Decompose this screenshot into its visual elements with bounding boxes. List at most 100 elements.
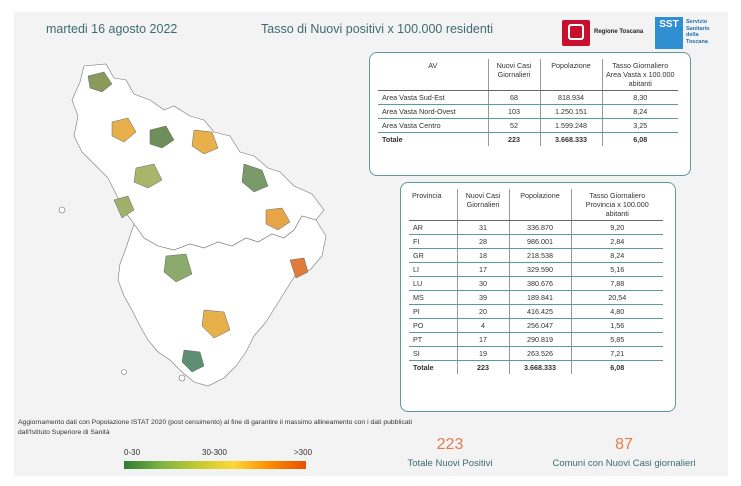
color-legend: 0-30 30-300 >300	[124, 448, 312, 469]
map-cluster-gr1	[163, 253, 193, 283]
cell-casi: 4	[456, 318, 509, 333]
municipalities-stat: 87 Comuni con Nuovi Casi giornalieri	[534, 436, 714, 469]
cell-pop: 189.841	[508, 290, 571, 305]
cell-tasso: 5,85	[570, 332, 663, 347]
table-row: AR 31 336.870 9,20	[409, 220, 663, 235]
cell-provincia: PT	[409, 332, 457, 347]
cell-tasso: 9,20	[570, 220, 663, 235]
cell-tasso: 7,21	[570, 346, 663, 361]
table-row: PT 17 290.819 5,85	[409, 332, 663, 347]
col-header-provincia: Provincia	[409, 189, 457, 221]
col-header-popolazione: Popolazione	[539, 59, 602, 91]
regione-logo-text: Regione Toscana	[594, 29, 644, 35]
cell-tasso: 8,24	[601, 104, 678, 119]
table-row: LU 30 380.676 7,88	[409, 276, 663, 291]
cell-provincia: AR	[409, 220, 457, 235]
table-row: Area Vasta Nord-Ovest 103 1.250.151 8,24	[378, 104, 678, 119]
table-row: PO 4 256.047 1,56	[409, 318, 663, 333]
cell-casi: 39	[456, 290, 509, 305]
map-cluster-fi	[191, 129, 219, 155]
total-positives-value: 223	[436, 436, 464, 453]
cell-pop: 1.599.248	[539, 118, 602, 133]
map-cluster-pi	[133, 163, 163, 189]
cell-total-casi: 223	[456, 360, 509, 374]
cell-provincia: GR	[409, 248, 457, 263]
map-regions	[71, 63, 327, 387]
cell-pop: 290.819	[508, 332, 571, 347]
cell-provincia: PI	[409, 304, 457, 319]
cell-provincia: MS	[409, 290, 457, 305]
total-positives-label: Totale Nuovi Positivi	[407, 458, 493, 469]
total-positives-stat: 223 Totale Nuovi Positivi	[400, 436, 500, 469]
cell-pop: 263.526	[508, 346, 571, 361]
tuscany-map	[58, 63, 327, 387]
cell-total-pop: 3.668.333	[539, 132, 602, 146]
map-islands	[58, 206, 186, 382]
table-header-row: AV Nuovi Casi Giornalieri Popolazione Ta…	[378, 59, 678, 91]
provincia-table: Provincia Nuovi Casi Giornalieri Popolaz…	[409, 189, 663, 374]
legend-labels: 0-30 30-300 >300	[124, 448, 312, 458]
cell-tasso: 4,80	[570, 304, 663, 319]
island-giglio	[178, 374, 186, 382]
cell-pop: 818.934	[539, 90, 602, 105]
cell-total-tasso: 6,08	[570, 360, 663, 374]
cell-provincia: LI	[409, 262, 457, 277]
legend-label-mid: 30-300	[202, 448, 227, 457]
table-total-row: Totale 223 3.668.333 6,08	[378, 132, 678, 146]
map-cluster-coast	[113, 195, 135, 219]
sst-logo: SST Servizio Sanitario della Toscana	[655, 17, 715, 51]
legend-label-high: >300	[294, 448, 313, 457]
report-date: martedi 16 agosto 2022	[46, 22, 178, 36]
table-row: FI 28 986.001 2,84	[409, 234, 663, 249]
map-cluster-east	[289, 257, 309, 279]
cell-provincia: FI	[409, 234, 457, 249]
cell-tasso: 2,84	[570, 234, 663, 249]
cell-casi: 68	[487, 90, 540, 105]
cell-casi: 52	[487, 118, 540, 133]
cell-provincia: LU	[409, 276, 457, 291]
cell-casi: 17	[456, 262, 509, 277]
cell-casi: 103	[487, 104, 540, 119]
cell-tasso: 5,16	[570, 262, 663, 277]
cell-pop: 256.047	[508, 318, 571, 333]
col-header-nuovi-casi: Nuovi Casi Giornalieri	[487, 59, 540, 91]
sst-logo-text: Servizio Sanitario della Toscana	[686, 19, 710, 45]
dashboard-panel: martedi 16 agosto 2022 Tasso di Nuovi po…	[14, 12, 728, 476]
map-cluster-gr2	[201, 309, 231, 339]
table-total-row: Totale 223 3.668.333 6,08	[409, 360, 663, 374]
cell-pop: 416.425	[508, 304, 571, 319]
map-cluster-ms	[87, 71, 113, 93]
cell-tasso: 8,30	[601, 90, 678, 105]
col-header-tasso: Tasso Giornaliero Provincia x 100.000 ab…	[570, 189, 663, 221]
cell-av: Area Vasta Sud-Est	[378, 90, 488, 105]
cell-tasso: 1,56	[570, 318, 663, 333]
cell-tasso: 7,88	[570, 276, 663, 291]
cell-casi: 28	[456, 234, 509, 249]
table-row: LI 17 329.590 5,16	[409, 262, 663, 277]
cell-tasso: 8,24	[570, 248, 663, 263]
table-row: MS 39 189.841 20,54	[409, 290, 663, 305]
legend-label-low: 0-30	[124, 448, 141, 457]
col-header-nuovi-casi: Nuovi Casi Giornalieri	[456, 189, 509, 221]
table-row: SI 19 263.526 7,21	[409, 346, 663, 361]
map-cluster-lu	[111, 117, 137, 143]
map-cluster-ar	[241, 163, 269, 193]
cell-casi: 30	[456, 276, 509, 291]
cell-provincia: PO	[409, 318, 457, 333]
cell-pop: 380.676	[508, 276, 571, 291]
cell-casi: 31	[456, 220, 509, 235]
sst-logo-abbr: SST	[655, 17, 683, 49]
cell-casi: 20	[456, 304, 509, 319]
cell-av: Area Vasta Nord-Ovest	[378, 104, 488, 119]
cell-pop: 336.870	[508, 220, 571, 235]
map-cluster-si	[265, 207, 291, 231]
cell-provincia: SI	[409, 346, 457, 361]
municipalities-value: 87	[615, 436, 633, 453]
cell-total-pop: 3.668.333	[508, 360, 571, 374]
page-title: Tasso di Nuovi positivi x 100.000 reside…	[261, 22, 494, 36]
data-update-note: Aggiornamento dati con Popolazione ISTAT…	[18, 419, 413, 436]
cell-pop: 329.590	[508, 262, 571, 277]
island-capraia	[58, 206, 66, 214]
col-header-tasso: Tasso Giornaliero Area Vasta x 100.000 a…	[601, 59, 678, 91]
area-vasta-table: AV Nuovi Casi Giornalieri Popolazione Ta…	[378, 59, 678, 146]
